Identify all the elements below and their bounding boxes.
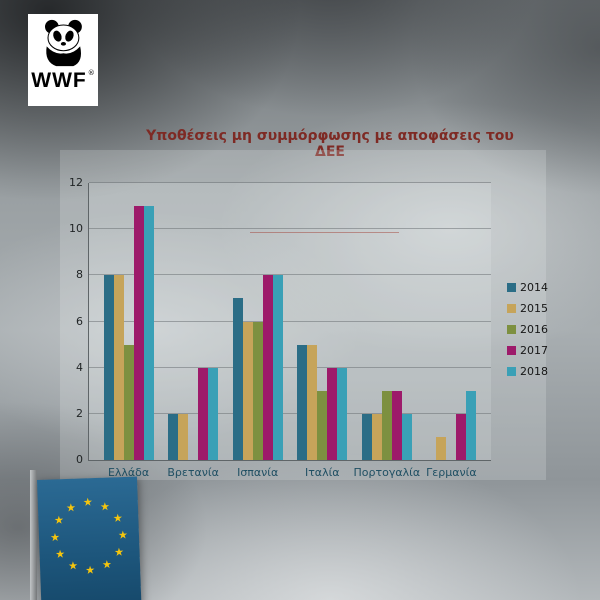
chart-title: Υποθέσεις μη συμμόρφωσης με αποφάσεις το… bbox=[146, 128, 514, 160]
bar-2014 bbox=[103, 275, 114, 460]
eu-star-icon: ★ bbox=[101, 558, 113, 572]
bar-group-Βρετανία: Βρετανία bbox=[167, 183, 219, 479]
legend-swatch bbox=[507, 283, 516, 292]
bar-2016 bbox=[123, 344, 134, 460]
eu-star-icon: ★ bbox=[117, 528, 129, 542]
bar-2014 bbox=[232, 298, 243, 460]
gridline bbox=[89, 366, 491, 368]
x-axis-label: Γερμανία bbox=[426, 466, 477, 479]
legend-item-2014: 2014 bbox=[507, 281, 548, 294]
eu-star-icon: ★ bbox=[85, 563, 96, 577]
legend-label: 2017 bbox=[520, 344, 548, 357]
eu-star-icon: ★ bbox=[49, 530, 61, 545]
annotation-line bbox=[249, 231, 399, 233]
plot-area: 0 2 4 6 8 10 12 Ελλάδα Βρετανία Ισπανία Ιταλία Πορτ… bbox=[69, 176, 491, 479]
eu-star-icon: ★ bbox=[112, 511, 123, 525]
eu-star-icon: ★ bbox=[54, 547, 66, 561]
bar-2017 bbox=[198, 367, 209, 460]
wwf-brand-text: WWF bbox=[31, 69, 87, 92]
legend-swatch bbox=[507, 304, 516, 313]
legend-item-2016: 2016 bbox=[507, 323, 548, 336]
legend-item-2015: 2015 bbox=[507, 302, 548, 315]
x-axis-label: Ελλάδα bbox=[107, 466, 150, 479]
x-axis-label: Ιταλία bbox=[304, 466, 340, 479]
legend-label: 2015 bbox=[520, 302, 548, 315]
bar-2017 bbox=[133, 206, 144, 460]
bar-2018 bbox=[143, 206, 154, 460]
legend-swatch bbox=[507, 325, 516, 334]
bar-2016 bbox=[381, 390, 392, 460]
bar-group-Ελλάδα: Ελλάδα bbox=[103, 183, 154, 479]
eu-star-icon: ★ bbox=[67, 559, 79, 573]
panda-icon bbox=[45, 19, 82, 67]
flagpole bbox=[30, 470, 37, 600]
wwf-logo: WWF ® bbox=[28, 14, 98, 106]
x-axis-label: Ισπανία bbox=[237, 466, 279, 479]
y-axis-label: 10 bbox=[69, 222, 83, 236]
y-axis-label: 4 bbox=[76, 360, 83, 374]
gridline bbox=[89, 228, 491, 230]
eu-star-icon: ★ bbox=[82, 495, 93, 509]
bar-2016 bbox=[317, 390, 328, 460]
legend-label: 2014 bbox=[520, 281, 548, 294]
gridline bbox=[89, 320, 491, 322]
bar-2015 bbox=[242, 321, 253, 460]
bar-2014 bbox=[361, 413, 372, 460]
bar-2015 bbox=[436, 436, 447, 460]
x-axis-label: Βρετανία bbox=[167, 466, 219, 479]
bar-group-Γερμανία: Γερμανία bbox=[426, 183, 477, 479]
gridline bbox=[89, 274, 491, 276]
x-axis-label: Πορτογαλία bbox=[353, 466, 421, 479]
bar-2014 bbox=[168, 413, 179, 460]
bar-2015 bbox=[178, 413, 189, 460]
legend: 2014 2015 2016 2017 2018 bbox=[507, 281, 548, 378]
eu-star-icon: ★ bbox=[113, 545, 125, 559]
y-axis-label: 0 bbox=[76, 453, 83, 466]
bar-2018 bbox=[466, 390, 477, 460]
eu-star-icon: ★ bbox=[99, 499, 111, 513]
y-axis-label: 6 bbox=[76, 314, 83, 328]
bar-2017 bbox=[327, 367, 338, 460]
bar-chart: 0 2 4 6 8 10 12 Ελλάδα Βρετανία Ισπανία Ιταλία Πορτ… bbox=[60, 150, 546, 480]
bar-2018 bbox=[208, 367, 219, 460]
wwf-wordmark: WWF ® bbox=[31, 69, 95, 92]
bar-2015 bbox=[371, 413, 382, 460]
eu-star-icon: ★ bbox=[65, 500, 77, 515]
gridline bbox=[89, 412, 491, 414]
bar-2018 bbox=[337, 367, 348, 460]
bar-groups: Ελλάδα Βρετανία Ισπανία Ιταλία Πορτογαλία Γερ… bbox=[89, 183, 491, 479]
bar-2017 bbox=[391, 390, 402, 460]
bar-2017 bbox=[456, 413, 467, 460]
eu-flag: ★ ★ ★ ★ ★ ★ ★ ★ ★ ★ ★ ★ bbox=[37, 476, 142, 600]
y-axis-label: 12 bbox=[69, 176, 83, 189]
bar-2015 bbox=[113, 275, 124, 460]
bar-group-Ισπανία: Ισπανία bbox=[232, 183, 283, 479]
bar-2015 bbox=[307, 344, 318, 460]
legend-item-2017: 2017 bbox=[507, 344, 548, 357]
bar-2016 bbox=[252, 321, 263, 460]
y-axis-label: 8 bbox=[76, 268, 83, 282]
gridline bbox=[89, 182, 491, 183]
bar-2017 bbox=[262, 275, 273, 460]
legend-label: 2018 bbox=[520, 365, 548, 378]
legend-swatch bbox=[507, 346, 516, 355]
bar-2018 bbox=[401, 413, 412, 460]
eu-star-icon: ★ bbox=[53, 513, 65, 527]
bar-2018 bbox=[272, 275, 283, 460]
legend-swatch bbox=[507, 367, 516, 376]
bar-group-Πορτογαλία: Πορτογαλία bbox=[354, 183, 420, 479]
bar-group-Ιταλία: Ιταλία bbox=[297, 183, 348, 479]
y-axis-label: 2 bbox=[76, 406, 83, 420]
bar-2014 bbox=[297, 344, 308, 460]
legend-label: 2016 bbox=[520, 323, 548, 336]
registered-mark: ® bbox=[87, 69, 95, 77]
legend-item-2018: 2018 bbox=[507, 365, 548, 378]
